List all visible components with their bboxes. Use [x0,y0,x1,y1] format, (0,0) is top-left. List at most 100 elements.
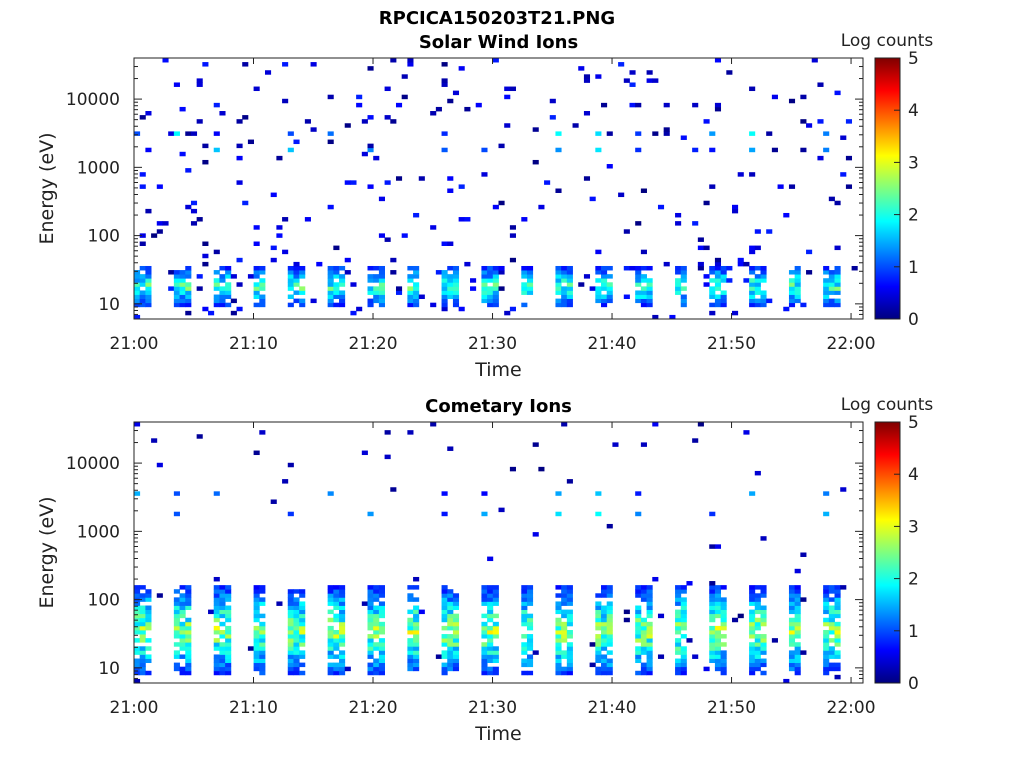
heatmap-cell [595,670,602,676]
heatmap-cell [487,589,494,594]
heatmap-cell [788,597,796,602]
heatmap-cell [253,270,260,275]
heatmap-cell [481,662,488,668]
heatmap-cell [173,282,180,287]
heatmap-cell [526,658,534,664]
heatmap-cell [134,646,141,651]
heatmap-cell [287,265,294,271]
heatmap-cell [675,670,682,676]
heatmap-cell [555,638,562,643]
heatmap-cell [806,270,813,275]
heatmap-cell [800,597,807,602]
heatmap-cell [173,662,180,668]
heatmap-cell [253,593,260,598]
heatmap-cell [407,62,414,67]
heatmap-cell [714,638,722,643]
heatmap-cell [219,605,226,610]
heatmap-cell [293,617,300,623]
heatmap-cell [179,302,186,308]
heatmap-cell [749,617,756,623]
x-tick-label: 21:30 [468,334,517,354]
heatmap-cell [287,617,294,623]
heatmap-cell [333,597,340,602]
heatmap-cell [219,274,226,279]
heatmap-cell [481,589,488,594]
heatmap-cell [145,605,152,610]
heatmap-cell [834,274,841,279]
heatmap-cell [213,593,220,598]
heatmap-cell [566,593,573,598]
heatmap-cell [521,617,528,623]
heatmap-cell [339,609,346,615]
heatmap-cell [566,654,573,659]
heatmap-cell [413,613,420,619]
heatmap-cell [441,638,448,643]
heatmap-cell [675,593,682,598]
heatmap-cell [492,670,499,676]
heatmap-cell [253,617,260,623]
heatmap-cell [680,601,687,606]
heatmap-cell [788,589,796,594]
heatmap-cell [749,629,756,635]
heatmap-cell [407,617,414,623]
heatmap-cell [253,646,260,651]
heatmap-cell [492,290,499,295]
heatmap-cell [521,605,528,610]
heatmap-cell [447,188,454,193]
heatmap-cell [452,662,460,668]
heatmap-cell [566,609,573,615]
heatmap-cell [828,617,835,623]
heatmap-cell [145,274,152,279]
heatmap-cell [299,629,306,635]
heatmap-cell [139,585,146,590]
heatmap-cell [481,601,488,606]
x-tick-label: 21:10 [229,334,278,354]
heatmap-cell [270,499,277,504]
heatmap-cell [709,658,716,664]
heatmap-cell [196,119,203,124]
heatmap-cell [589,286,596,291]
heatmap-cell [823,589,830,594]
heatmap-cell [794,662,801,668]
heatmap-cell [156,229,163,234]
heatmap-cell [230,310,237,316]
heatmap-cell [794,601,801,606]
heatmap-cell [606,621,613,627]
heatmap-cell [327,654,334,659]
heatmap-cell [367,511,374,517]
heatmap-cell [640,638,647,643]
heatmap-cell [720,617,727,623]
heatmap-cell [356,102,363,108]
heatmap-cell [675,642,682,647]
heatmap-cell [788,302,796,308]
heatmap-cell [561,589,568,594]
heatmap-cell [339,302,346,308]
heatmap-cell [225,274,232,279]
heatmap-cell [333,634,340,639]
heatmap-cell [361,151,368,157]
heatmap-cell [487,265,494,271]
heatmap-cell [253,638,260,643]
heatmap-cell [601,625,608,631]
heatmap-cell [754,282,761,287]
heatmap-cell [526,282,534,287]
heatmap-cell [601,605,608,610]
heatmap-cell [823,601,830,606]
heatmap-cell [680,646,687,651]
heatmap-cell [487,270,494,275]
colorbar-tick-label: 2 [908,206,919,226]
heatmap-cell [521,217,528,222]
heatmap-cell [304,119,311,124]
heatmap-cell [595,601,602,606]
heatmap-cell [720,302,727,308]
heatmap-cell [749,625,756,631]
heatmap-cell [834,609,841,615]
heatmap-cell [259,666,266,672]
heatmap-cell [333,286,340,291]
heatmap-cell [714,274,722,279]
heatmap-cell [259,662,266,668]
heatmap-cell [213,638,220,643]
heatmap-cell [675,212,682,218]
